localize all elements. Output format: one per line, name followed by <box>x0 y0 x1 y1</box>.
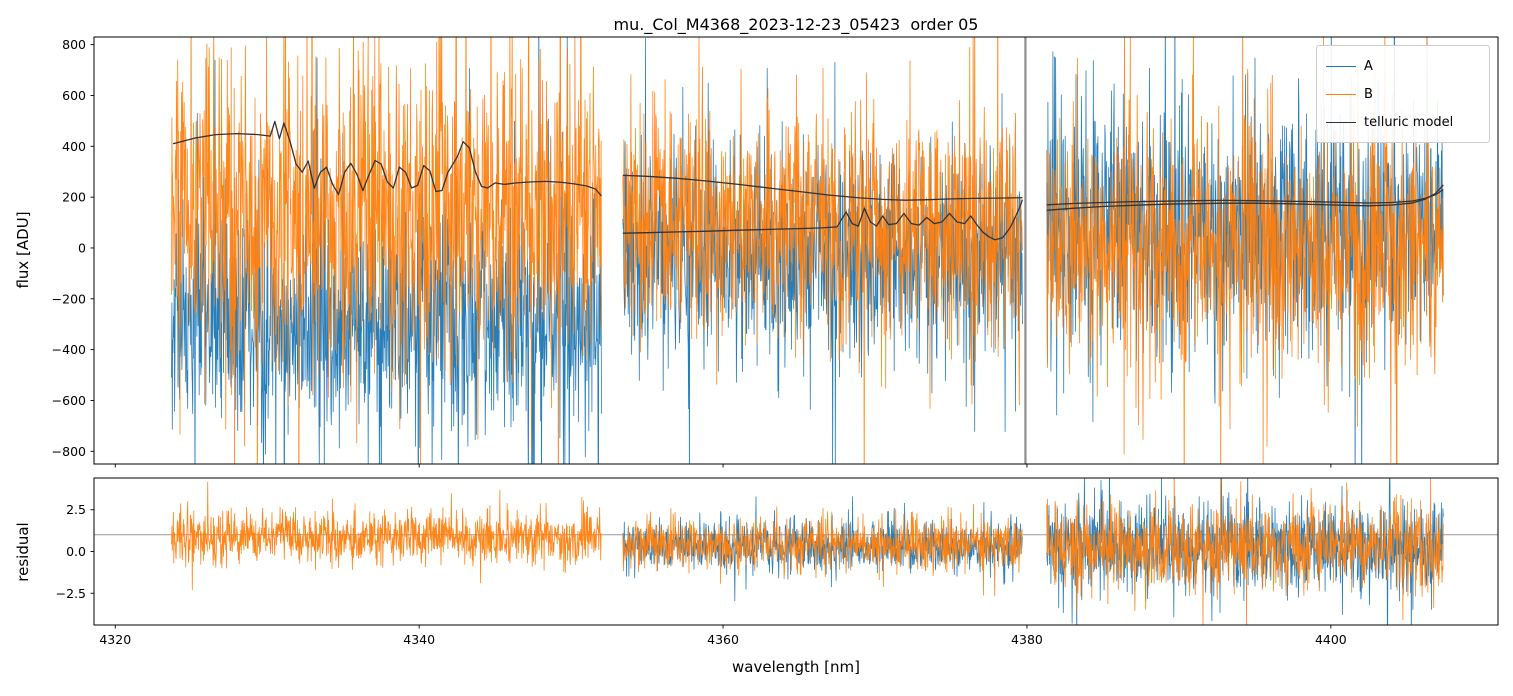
residual-y-tick-label: 2.5 <box>66 502 86 517</box>
legend-line-sample <box>1326 65 1356 67</box>
telluric-model-line <box>1046 188 1444 206</box>
flux-y-tick-label: 200 <box>62 190 86 205</box>
chart-title: mu._Col_M4368_2023-12-23_05423 order 05 <box>613 15 979 34</box>
legend-line-sample <box>1326 93 1356 95</box>
flux-series-B-segment <box>622 37 1023 464</box>
residual-y-tick-label: −2.5 <box>56 586 86 601</box>
flux-y-tick-label: 600 <box>62 88 86 103</box>
flux-y-tick-label: −400 <box>52 342 86 357</box>
legend-label: A <box>1364 58 1373 74</box>
x-tick-label: 4380 <box>1011 632 1043 647</box>
telluric-model-line <box>172 120 602 197</box>
legend-entry: telluric model <box>1326 108 1480 136</box>
flux-series-A-segment <box>171 37 602 464</box>
flux-y-tick-label: 800 <box>62 37 86 52</box>
flux-y-tick-label: −200 <box>52 291 86 306</box>
residual-y-tick-label: 0.0 <box>66 544 86 559</box>
residual-data-area <box>94 478 1498 625</box>
flux-series-B-segment <box>171 37 602 464</box>
x-tick-label: 4340 <box>403 632 435 647</box>
flux-y-tick-label: 0 <box>78 240 86 255</box>
telluric-model-line <box>622 174 1023 201</box>
flux-data-area <box>171 37 1444 464</box>
flux-y-tick-label: −600 <box>52 393 86 408</box>
legend-entry: A <box>1326 52 1480 80</box>
flux-axes-frame <box>93 36 1499 465</box>
x-tick-label: 4320 <box>99 632 131 647</box>
flux-y-tick-label: 400 <box>62 139 86 154</box>
residual-series-B-segment <box>171 481 602 591</box>
legend-entry: B <box>1326 80 1480 108</box>
flux-series-B-segment <box>1046 37 1444 464</box>
telluric-model-line <box>622 199 1024 241</box>
legend-line-sample <box>1326 121 1356 123</box>
x-tick-label: 4360 <box>707 632 739 647</box>
x-axis-label: wavelength [nm] <box>732 658 860 676</box>
x-tick-label: 4400 <box>1315 632 1347 647</box>
telluric-model-line <box>1046 184 1444 211</box>
legend-label: B <box>1364 86 1373 102</box>
flux-y-tick-label: −800 <box>52 444 86 459</box>
residual-series-B-segment <box>622 503 1023 597</box>
legend-label: telluric model <box>1364 114 1454 130</box>
residual-series-B-segment <box>1046 478 1444 625</box>
